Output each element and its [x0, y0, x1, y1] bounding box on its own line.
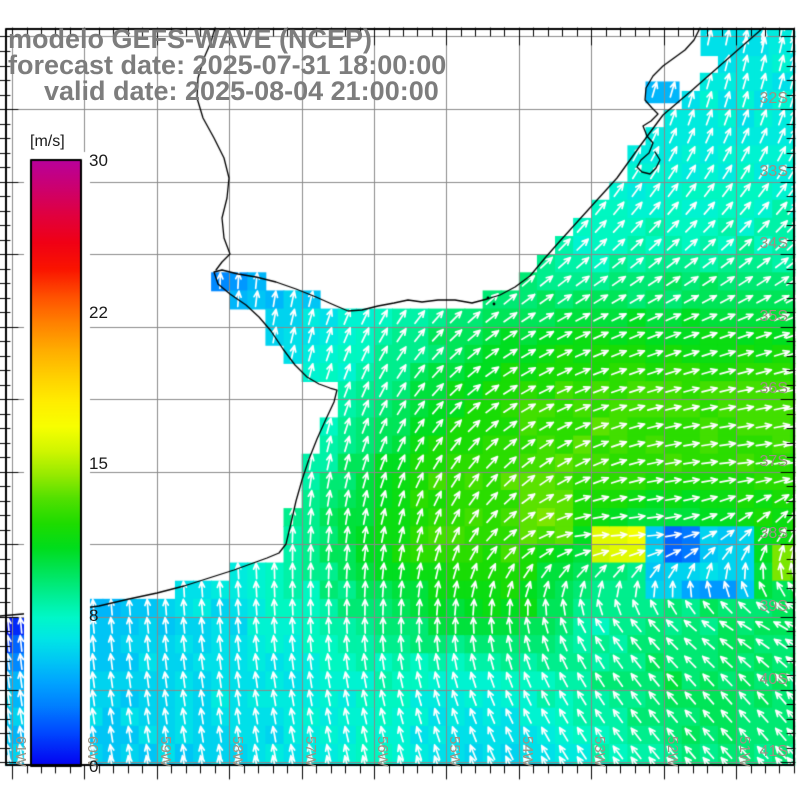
lat-label-35s: 35S — [759, 307, 788, 325]
colorbar-tick-0: 0 — [89, 757, 99, 776]
lon-label-59w: 59W — [156, 736, 174, 767]
lat-label-39s: 39S — [759, 597, 788, 615]
lon-label-54w: 54W — [518, 736, 536, 767]
lon-label-53w: 53W — [591, 736, 609, 767]
lon-label-51w: 51W — [736, 736, 754, 767]
lon-label-58w: 58W — [229, 736, 247, 767]
colorbar-tick-30: 30 — [89, 151, 108, 170]
lat-label-41s: 41S — [759, 743, 788, 761]
colorbar-tick-22: 22 — [89, 302, 108, 322]
lon-label-55w: 55W — [446, 736, 464, 767]
lon-label-57w: 57W — [301, 736, 319, 767]
colorbar-unit-label: [m/s] — [30, 133, 65, 150]
lat-label-37s: 37S — [759, 452, 788, 470]
colorbar-tick-8: 8 — [89, 605, 99, 625]
lat-label-33s: 33S — [759, 162, 788, 180]
lon-label-52w: 52W — [663, 736, 681, 767]
lat-label-40s: 40S — [759, 670, 788, 688]
lat-label-32s: 32S — [759, 90, 788, 108]
lat-label-36s: 36S — [759, 380, 788, 398]
lon-label-61w: 61W — [12, 736, 30, 767]
lat-label-34s: 34S — [759, 235, 788, 253]
lon-label-56w: 56W — [374, 736, 392, 767]
colorbar-tick-15: 15 — [89, 454, 108, 473]
lat-label-38s: 38S — [759, 525, 788, 543]
